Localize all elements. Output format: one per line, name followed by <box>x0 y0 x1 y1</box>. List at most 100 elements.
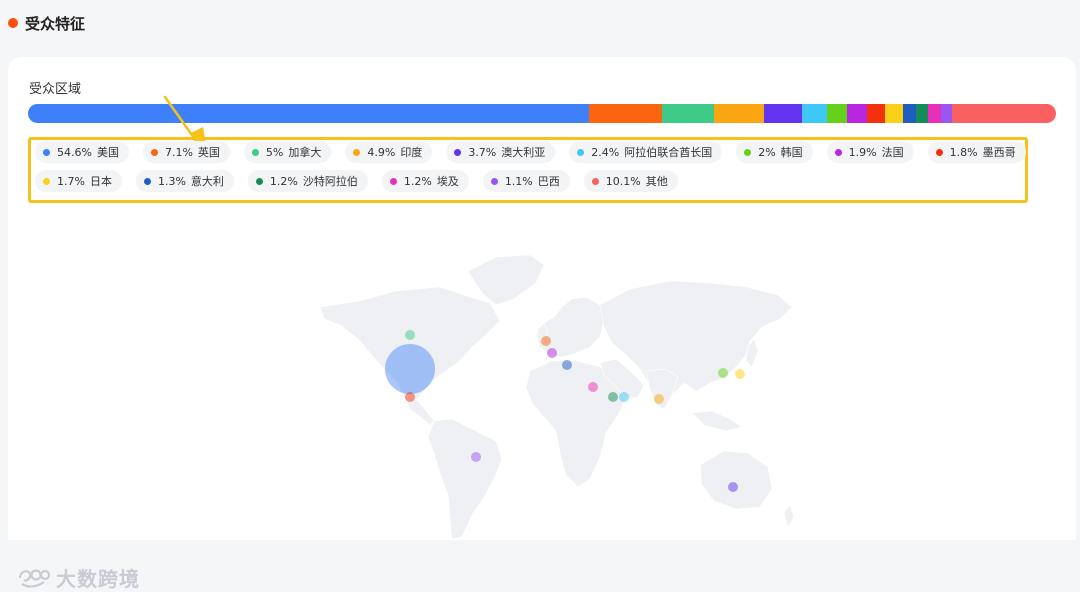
map-bubble[interactable] <box>588 382 598 392</box>
asia-shape <box>599 280 793 400</box>
map-bubble[interactable] <box>718 368 728 378</box>
legend-label: 美国 <box>96 146 119 159</box>
legend-percent: 1.7% <box>57 174 85 188</box>
map-bubble[interactable] <box>608 392 618 402</box>
bar-segment[interactable] <box>28 104 590 123</box>
legend-dot-icon <box>353 148 361 156</box>
bar-segment[interactable] <box>713 104 765 123</box>
map-bubble[interactable] <box>654 394 664 404</box>
australia-shape <box>699 450 773 510</box>
legend-percent: 7.1% <box>164 145 193 159</box>
legend-percent: 5% <box>265 145 284 159</box>
legend-row: 54.6% 美国 7.1% 英国 5% 加拿大 4.9% 印度 3.7% 澳大利亚 2.4% 阿拉伯联… <box>35 141 1026 163</box>
bar-segment[interactable] <box>866 104 886 123</box>
bar-segment[interactable] <box>940 104 953 123</box>
legend-percent: 2% <box>758 145 776 159</box>
legend-label: 其他 <box>645 175 668 188</box>
map-bubble[interactable] <box>562 360 572 370</box>
legend-label: 意大利 <box>190 175 224 188</box>
bar-segment[interactable] <box>885 104 903 123</box>
central-america-shape <box>403 394 435 426</box>
map-bubble[interactable] <box>385 344 435 394</box>
legend-percent: 1.3% <box>157 174 186 188</box>
map-bubble[interactable] <box>547 348 557 358</box>
legend-row: 1.7% 日本 1.3% 意大利 1.2% 沙特阿拉伯 1.2% 埃及 1.1% 巴西 10.1% 其… <box>35 170 1021 192</box>
legend-label: 巴西 <box>537 175 560 188</box>
legend-item[interactable]: 4.9% 印度 <box>345 141 433 163</box>
bar-segment[interactable] <box>764 104 803 123</box>
legend-label: 英国 <box>197 146 220 159</box>
legend-percent: 1.2% <box>403 174 432 188</box>
section-title: 受众特征 <box>25 14 86 33</box>
stacked-region-bar <box>28 104 1056 123</box>
legend-label: 沙特阿拉伯 <box>302 175 358 188</box>
legend-item[interactable]: 7.1% 英国 <box>142 141 230 163</box>
bar-segment[interactable] <box>952 104 1056 123</box>
bar-segment[interactable] <box>902 104 917 123</box>
legend-dot-icon <box>255 177 263 185</box>
legend-item[interactable]: 1.9% 法国 <box>826 141 914 163</box>
bar-segment[interactable] <box>847 104 867 123</box>
map-bubble[interactable] <box>619 392 629 402</box>
new-zealand-shape <box>783 504 795 528</box>
bar-segment[interactable] <box>916 104 929 123</box>
legend-dot-icon <box>744 148 752 156</box>
bar-segment[interactable] <box>589 104 663 123</box>
legend-item[interactable]: 1.2% 沙特阿拉伯 <box>247 170 368 192</box>
legend-label: 韩国 <box>780 146 803 159</box>
legend-label: 日本 <box>89 175 112 188</box>
japan-shape <box>745 338 759 368</box>
bar-segment[interactable] <box>662 104 714 123</box>
map-bubble[interactable] <box>541 336 551 346</box>
south-america-shape <box>427 418 503 540</box>
greenland-shape <box>467 254 545 306</box>
map-bubble[interactable] <box>735 369 745 379</box>
north-america-shape <box>319 286 501 404</box>
map-bubble[interactable] <box>405 330 415 340</box>
bar-segment[interactable] <box>826 104 848 123</box>
legend-label: 阿拉伯联合酋长国 <box>624 146 713 159</box>
arabia-shape <box>599 358 645 400</box>
continents <box>319 254 795 540</box>
legend-percent: 1.2% <box>269 174 298 188</box>
map-bubbles <box>385 330 745 492</box>
legend-label: 法国 <box>881 146 904 159</box>
map-bubble[interactable] <box>471 452 481 462</box>
sea-islands-shape <box>691 410 743 432</box>
legend-item[interactable]: 10.1% 其他 <box>583 170 678 192</box>
legend-item[interactable]: 1.2% 埃及 <box>381 170 469 192</box>
watermark-text: 大数跨境 <box>56 567 140 591</box>
legend-percent: 3.7% <box>468 145 497 159</box>
legend-dot-icon <box>251 148 259 156</box>
legend-percent: 10.1% <box>605 174 641 188</box>
world-map <box>319 254 795 540</box>
legend-item[interactable]: 3.7% 澳大利亚 <box>446 141 556 163</box>
map-bubble[interactable] <box>405 392 415 402</box>
legend-percent: 1.9% <box>848 145 877 159</box>
legend-percent: 1.8% <box>949 145 978 159</box>
legend-highlight-box: 54.6% 美国 7.1% 英国 5% 加拿大 4.9% 印度 3.7% 澳大利亚 2.4% 阿拉伯联… <box>28 137 1028 203</box>
legend-dot-icon <box>935 148 943 156</box>
legend-dot-icon <box>150 148 158 156</box>
title-dot-icon <box>8 18 18 28</box>
legend-item[interactable]: 5% 加拿大 <box>243 141 332 163</box>
bar-segment[interactable] <box>802 104 827 123</box>
legend-item[interactable]: 1.8% 墨西哥 <box>927 141 1026 163</box>
map-bubble[interactable] <box>728 482 738 492</box>
legend-item[interactable]: 2% 韩国 <box>736 141 813 163</box>
bar-segment[interactable] <box>928 104 941 123</box>
watermark: 大数跨境 <box>16 563 140 592</box>
legend-dot-icon <box>43 177 50 185</box>
legend-dot-icon <box>454 148 462 156</box>
card-subtitle: 受众区域 <box>29 82 82 97</box>
legend-item[interactable]: 1.7% 日本 <box>35 170 122 192</box>
legend-item[interactable]: 1.3% 意大利 <box>135 170 234 192</box>
legend-label: 埃及 <box>436 175 459 188</box>
europe-shape <box>535 296 605 358</box>
legend-label: 印度 <box>400 146 423 159</box>
legend-dot-icon <box>577 148 585 156</box>
legend-item[interactable]: 2.4% 阿拉伯联合酋长国 <box>569 141 723 163</box>
legend-dot-icon <box>143 177 151 185</box>
legend-item[interactable]: 54.6% 美国 <box>35 141 129 163</box>
legend-item[interactable]: 1.1% 巴西 <box>482 170 570 192</box>
